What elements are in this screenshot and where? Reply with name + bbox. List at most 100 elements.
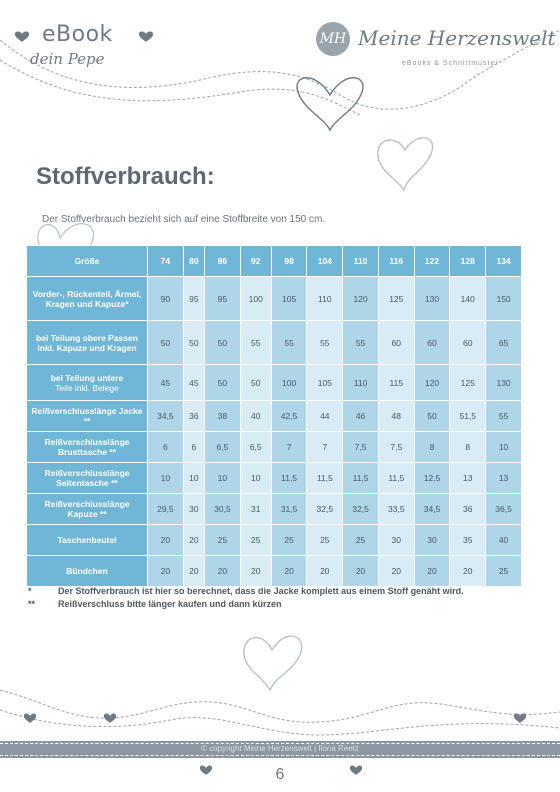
table-row: Vorder-, Rückenteil, Ärmel, Kragen und K… — [26, 276, 522, 321]
table-cell: 20 — [182, 555, 206, 587]
size-header: 128 — [449, 245, 487, 277]
footnote-text: Der Stoffverbrauch ist hier so berechnet… — [58, 586, 464, 596]
table-cell: 8 — [413, 431, 451, 463]
table-cell: 20 — [147, 524, 184, 556]
table-cell: 7 — [306, 431, 344, 463]
table-cell: 50 — [147, 320, 184, 365]
brand-header: MH Meine Herzenswelt eBooks & Schnittmus… — [316, 20, 556, 80]
table-cell: 11,5 — [342, 462, 379, 494]
footnote: ** Reißverschluss bitte länger kaufen un… — [28, 599, 508, 610]
table-cell: 36,5 — [485, 493, 522, 525]
copyright-text: © copyright Meine Herzenswelt | Ilona Re… — [201, 744, 359, 753]
table-cell: 20 — [377, 555, 415, 587]
table-cell: 30 — [182, 493, 206, 525]
table-row: Reißverschlusslänge Jacke ** 34,5 36 38 … — [26, 400, 522, 432]
table-cell: 50 — [239, 364, 272, 401]
size-header: 110 — [342, 245, 379, 277]
table-cell: 10 — [485, 431, 522, 463]
table-cell: 100 — [239, 276, 272, 321]
table-cell: 20 — [413, 555, 451, 587]
table-cell: 50 — [413, 400, 451, 432]
table-cell: 125 — [377, 276, 415, 321]
table-cell: 6 — [182, 431, 206, 463]
table-cell: 130 — [413, 276, 451, 321]
row-label: Reißverschlusslänge Kapuze ** — [26, 493, 148, 525]
footnote-text: Reißverschluss bitte länger kaufen und d… — [58, 599, 282, 609]
table-cell: 140 — [449, 276, 487, 321]
table-cell: 10 — [182, 462, 206, 494]
table-cell: 30 — [377, 524, 415, 556]
table-cell: 95 — [204, 276, 241, 321]
table-cell: 32,5 — [342, 493, 379, 525]
table-row: Bündchen 20 20 20 20 20 20 20 20 20 20 2… — [26, 555, 522, 587]
table-cell: 35 — [449, 524, 487, 556]
table-cell: 20 — [147, 555, 184, 587]
row-label: Taschenbeutel — [26, 524, 148, 556]
table-cell: 34,5 — [147, 400, 184, 432]
table-cell: 50 — [204, 320, 241, 365]
table-cell: 38 — [204, 400, 241, 432]
brand-name: Meine Herzenswelt — [358, 26, 556, 50]
size-header: 86 — [204, 245, 241, 277]
size-header: 122 — [413, 245, 451, 277]
footnote-mark: ** — [28, 599, 36, 609]
table-cell: 20 — [449, 555, 487, 587]
heart-sketch-icon — [377, 136, 434, 192]
table-cell: 36 — [449, 493, 487, 525]
table-cell: 120 — [342, 276, 379, 321]
table-cell: 25 — [239, 524, 272, 556]
footnotes: * Der Stoffverbrauch ist hier so berechn… — [28, 586, 508, 612]
row-label: Reißverschlusslänge Jacke ** — [26, 400, 148, 432]
table-cell: 110 — [306, 276, 344, 321]
page-number: 6 — [275, 766, 285, 783]
table-cell: 60 — [449, 320, 487, 365]
table-cell: 34,5 — [413, 493, 451, 525]
footnote-mark: * — [28, 586, 32, 596]
row-label: bei Teilung obere Passen inkl. Kapuze un… — [26, 320, 148, 365]
table-cell: 6 — [147, 431, 184, 463]
table-cell: 50 — [204, 364, 241, 401]
table-cell: 7 — [270, 431, 308, 463]
ebook-subtitle: dein Pepe — [30, 50, 105, 68]
table-cell: 32,5 — [306, 493, 344, 525]
table-cell: 25 — [204, 524, 241, 556]
table-cell: 55 — [485, 400, 522, 432]
size-header: 80 — [182, 245, 206, 277]
table-cell: 11,5 — [377, 462, 415, 494]
table-cell: 60 — [377, 320, 415, 365]
table-cell: 31 — [239, 493, 272, 525]
table-cell: 65 — [485, 320, 522, 365]
table-cell: 40 — [485, 524, 522, 556]
footnote: * Der Stoffverbrauch ist hier so berechn… — [28, 586, 508, 597]
size-header: 74 — [147, 245, 184, 277]
table-cell: 13 — [449, 462, 487, 494]
table-cell: 46 — [342, 400, 379, 432]
page-title: Stoffverbrauch: — [36, 163, 215, 190]
heart-sketch-bottom-icon — [243, 635, 303, 692]
table-cell: 55 — [270, 320, 308, 365]
table-cell: 10 — [239, 462, 272, 494]
size-header-label: Größe — [26, 245, 148, 277]
table-cell: 6,5 — [204, 431, 241, 463]
table-cell: 20 — [239, 555, 272, 587]
row-label-text: bei Teilung untere — [50, 372, 124, 383]
table-cell: 90 — [147, 276, 184, 321]
table-cell: 44 — [306, 400, 344, 432]
table-cell: 45 — [182, 364, 206, 401]
table-cell: 7,5 — [377, 431, 415, 463]
table-cell: 130 — [485, 364, 522, 401]
intro-text: Der Stoffverbrauch bezieht sich auf eine… — [42, 214, 326, 225]
size-header: 98 — [270, 245, 308, 277]
table-cell: 150 — [485, 276, 522, 321]
table-row: Taschenbeutel 20 20 25 25 25 25 25 30 30… — [26, 524, 522, 556]
table-cell: 55 — [342, 320, 379, 365]
table-cell: 50 — [182, 320, 206, 365]
row-label: Reißverschlusslänge Brusttasche ** — [26, 431, 148, 463]
ebook-title: eBook — [42, 22, 113, 47]
table-cell: 42,5 — [270, 400, 308, 432]
heart-small-right-icon — [138, 31, 154, 42]
table-cell: 30,5 — [204, 493, 241, 525]
table-cell: 20 — [270, 555, 308, 587]
table-cell: 10 — [204, 462, 241, 494]
row-label: Bündchen — [26, 555, 148, 587]
